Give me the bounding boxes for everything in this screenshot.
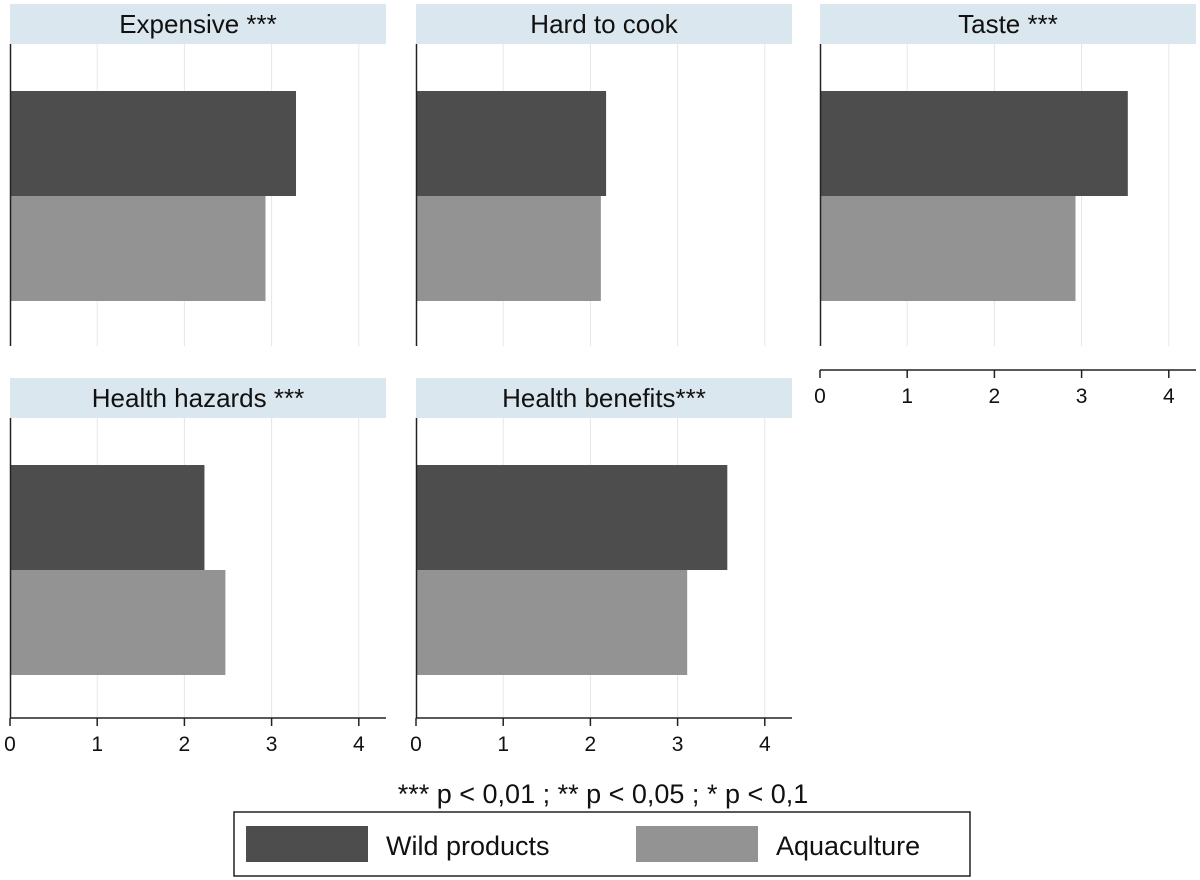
- panel-title: Health benefits***: [502, 383, 706, 413]
- x-tick-label: 2: [585, 733, 597, 756]
- x-tick-label: 2: [179, 733, 191, 756]
- x-tick-label: 1: [91, 733, 103, 756]
- x-tick-label: 4: [353, 733, 365, 756]
- bar-aquaculture: [10, 196, 266, 301]
- legend-label-wild: Wild products: [386, 831, 550, 861]
- panel-title: Expensive ***: [119, 9, 277, 39]
- legend-swatch-aquaculture: [636, 826, 758, 862]
- bar-aquaculture: [416, 196, 601, 301]
- x-tick-label: 3: [1076, 385, 1088, 408]
- x-tick-label: 0: [814, 385, 826, 408]
- bar-wild: [10, 465, 205, 570]
- chart-panels: Expensive *** Hard to cook Taste ***0 1 2 3 4H…: [4, 4, 1196, 756]
- panel-3: Health hazards *** 0 1 2 3 4: [4, 378, 386, 756]
- panel-title: Health hazards ***: [92, 383, 304, 413]
- bar-wild: [416, 465, 728, 570]
- bar-aquaculture: [416, 570, 688, 675]
- x-tick-label: 0: [410, 733, 422, 756]
- panel-strip: [416, 4, 792, 44]
- bar-aquaculture: [820, 196, 1076, 301]
- bar-wild: [10, 91, 297, 196]
- x-tick-label: 2: [989, 385, 1001, 408]
- panel-strip: [416, 378, 792, 418]
- panel-strip: [820, 4, 1196, 44]
- bar-aquaculture: [10, 570, 226, 675]
- bar-wild: [416, 91, 607, 196]
- x-tick-label: 3: [266, 733, 278, 756]
- x-tick-label: 4: [1163, 385, 1175, 408]
- significance-note: *** p < 0,01 ; ** p < 0,05 ; * p < 0,1: [398, 779, 809, 809]
- bar-wild: [820, 91, 1128, 196]
- x-tick-label: 0: [4, 733, 16, 756]
- x-tick-label: 3: [672, 733, 684, 756]
- panel-1: Hard to cook: [415, 4, 792, 346]
- legend-swatch-wild: [246, 826, 368, 862]
- panel-4: Health benefits*** 0 1 2 3 4: [410, 378, 792, 756]
- x-tick-label: 4: [759, 733, 771, 756]
- panel-title: Taste ***: [958, 9, 1058, 39]
- panel-0: Expensive ***: [9, 4, 386, 346]
- panel-2: Taste *** 0 1 2 3 4: [814, 4, 1196, 408]
- panel-strip: [10, 4, 386, 44]
- x-tick-label: 1: [497, 733, 509, 756]
- legend-label-aquaculture: Aquaculture: [776, 831, 920, 861]
- x-tick-label: 1: [901, 385, 913, 408]
- panel-strip: [10, 378, 386, 418]
- panel-title: Hard to cook: [530, 9, 678, 39]
- legend: Wild products Aquaculture: [233, 811, 971, 877]
